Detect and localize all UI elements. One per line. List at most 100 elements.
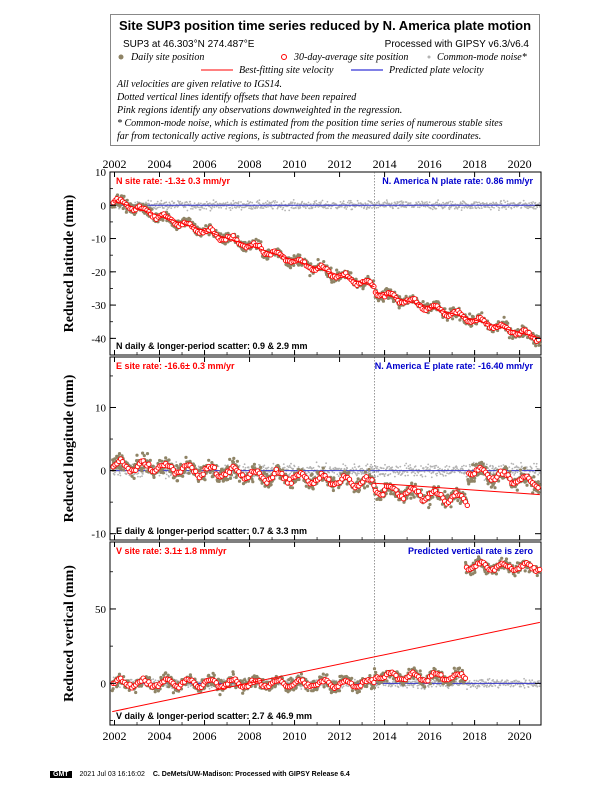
cm-noise-point — [332, 467, 335, 470]
cm-noise-point — [397, 207, 400, 210]
cm-noise-point — [237, 201, 240, 203]
cm-noise-point — [333, 468, 336, 471]
cm-noise-point — [525, 203, 528, 206]
cm-noise-point — [319, 202, 322, 205]
cm-noise-point — [168, 201, 171, 204]
daily-position-point — [381, 299, 385, 303]
cm-noise-point — [256, 207, 259, 209]
cm-noise-point — [392, 471, 395, 474]
cm-noise-point — [271, 466, 273, 469]
cm-noise-point — [432, 203, 435, 206]
cm-noise-point — [536, 467, 539, 470]
daily-position-point — [363, 470, 367, 474]
cm-noise-point — [355, 468, 358, 471]
cm-noise-point — [199, 206, 201, 209]
cm-noise-point — [112, 676, 115, 679]
cm-noise-point — [534, 207, 537, 210]
cm-noise-point — [414, 472, 417, 475]
daily-position-point — [235, 459, 239, 463]
daily-position-point — [506, 321, 510, 325]
cm-noise-point — [230, 202, 233, 205]
x-tick-label: 2006 — [193, 157, 217, 171]
cm-noise-point — [383, 475, 386, 478]
cm-noise-point — [500, 203, 503, 205]
x-tick-label: 2016 — [418, 157, 442, 171]
daily-position-point — [161, 218, 165, 222]
cm-noise-point — [249, 201, 252, 203]
cm-noise-point — [183, 203, 186, 206]
daily-position-point — [309, 262, 313, 266]
cm-noise-point — [231, 207, 234, 210]
daily-position-point — [122, 468, 126, 472]
cm-noise-point — [208, 687, 211, 690]
daily-position-point — [203, 478, 207, 482]
cm-noise-point — [492, 466, 494, 468]
cm-noise-point — [360, 473, 363, 475]
cm-noise-point — [401, 201, 403, 204]
daily-position-point — [208, 470, 212, 475]
daily-position-point — [347, 470, 351, 474]
cm-noise-point — [431, 465, 434, 468]
cm-noise-point — [351, 467, 354, 469]
cm-noise-point — [345, 208, 348, 210]
cm-noise-point — [511, 467, 514, 470]
cm-noise-point — [181, 202, 184, 204]
cm-noise-point — [346, 206, 349, 208]
cm-noise-point — [448, 208, 451, 211]
cm-noise-point — [369, 465, 372, 468]
cm-noise-point — [538, 202, 541, 204]
daily-position-point — [252, 462, 256, 466]
cm-noise-point — [471, 207, 474, 209]
cm-noise-point — [366, 468, 368, 471]
cm-noise-point — [524, 202, 527, 205]
cm-noise-point — [156, 200, 159, 203]
cm-noise-point — [220, 206, 223, 209]
cm-noise-point — [392, 207, 394, 210]
cm-noise-point — [339, 201, 342, 203]
daily-position-point — [113, 457, 117, 461]
cm-noise-point — [399, 200, 402, 203]
cm-noise-point — [430, 207, 432, 210]
cm-noise-point — [318, 465, 321, 468]
daily-position-point — [421, 300, 425, 304]
cm-noise-point — [263, 202, 265, 205]
cm-noise-point — [488, 206, 491, 209]
cm-noise-point — [448, 206, 450, 209]
cm-noise-point — [421, 475, 424, 478]
cm-noise-point — [441, 473, 444, 476]
cm-noise-point — [294, 202, 296, 204]
cm-noise-point — [437, 199, 439, 202]
cm-noise-point — [400, 205, 403, 208]
cm-noise-point — [519, 201, 522, 204]
cm-noise-point — [344, 205, 347, 208]
cm-noise-point — [514, 470, 517, 473]
daily-position-point — [258, 465, 263, 469]
cm-noise-point — [164, 477, 167, 480]
cm-noise-point — [272, 462, 275, 465]
cm-noise-point — [283, 466, 286, 469]
daily-position-point — [451, 317, 455, 321]
cm-noise-point — [456, 207, 459, 210]
legend-daily-label: Daily site position — [131, 52, 205, 63]
daily-position-point — [210, 461, 214, 465]
cm-noise-point — [131, 463, 134, 466]
cm-noise-point — [212, 199, 215, 202]
daily-position-point — [188, 217, 192, 221]
best-fit-line — [374, 291, 541, 339]
cm-noise-point — [173, 206, 176, 209]
cm-noise-point — [428, 470, 431, 473]
cm-noise-point — [494, 466, 497, 469]
cm-noise-point — [420, 465, 422, 467]
cm-noise-point — [503, 199, 505, 202]
cm-noise-point — [444, 466, 447, 468]
cm-noise-point — [306, 466, 309, 469]
y-tick-label: 10 — [95, 167, 107, 179]
daily-position-point — [234, 475, 238, 479]
daily-position-point — [367, 467, 371, 472]
cm-noise-point — [517, 466, 520, 469]
cm-noise-point — [513, 474, 516, 476]
cm-noise-point — [485, 206, 487, 208]
cm-noise-point — [321, 199, 324, 202]
cm-noise-point — [385, 205, 387, 208]
